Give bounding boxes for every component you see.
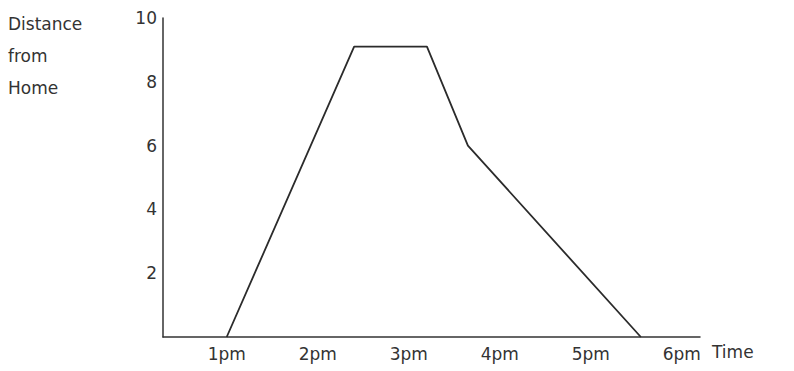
svg-text:5pm: 5pm [572,344,610,364]
svg-text:4: 4 [146,199,157,219]
svg-text:8: 8 [146,72,157,92]
svg-text:Home: Home [8,78,58,98]
svg-text:2pm: 2pm [299,344,337,364]
svg-text:from: from [8,46,48,66]
svg-text:2: 2 [146,263,157,283]
svg-text:Distance: Distance [8,14,82,34]
svg-text:6: 6 [146,136,157,156]
svg-text:Time: Time [711,342,754,362]
svg-text:1pm: 1pm [208,344,246,364]
svg-text:10: 10 [135,8,157,28]
svg-text:4pm: 4pm [481,344,519,364]
svg-text:6pm: 6pm [663,344,701,364]
svg-text:3pm: 3pm [390,344,428,364]
